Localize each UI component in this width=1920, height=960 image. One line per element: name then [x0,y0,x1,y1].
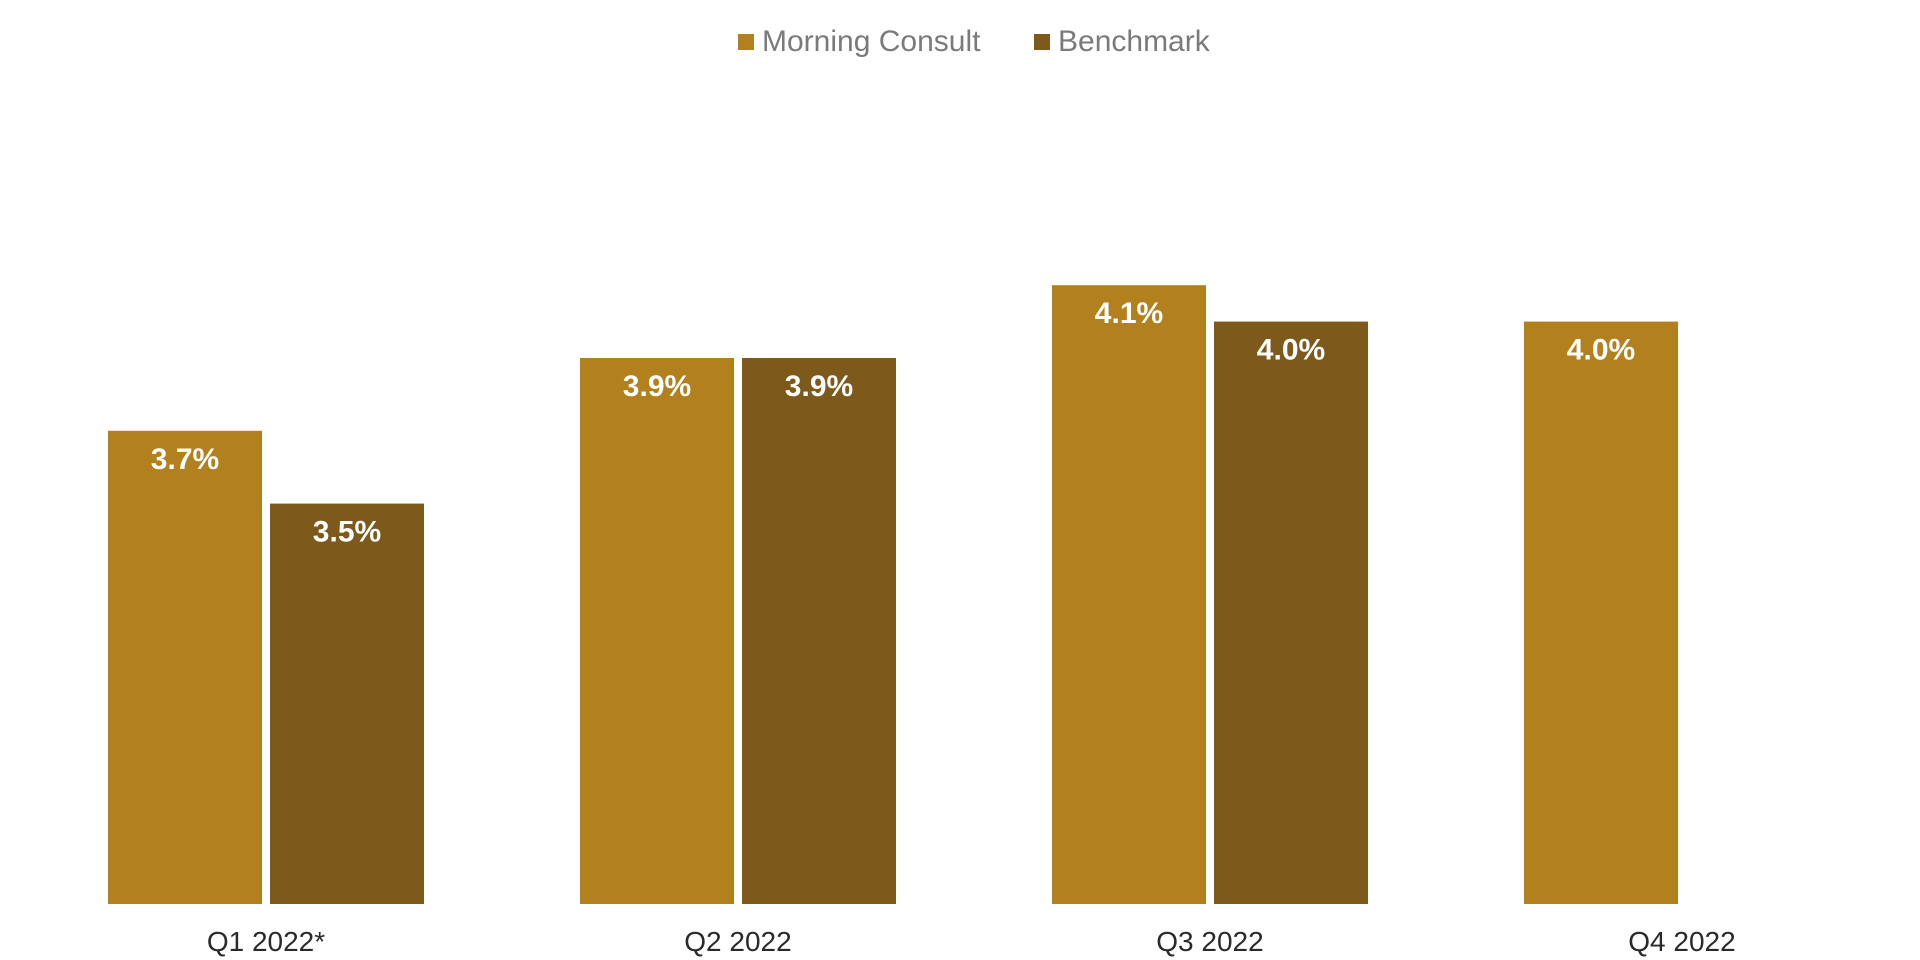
data-label: 3.7% [151,443,219,476]
data-label: 3.9% [623,370,691,403]
bar [1052,285,1206,904]
bar-group: 4.1% 4.0% [1052,285,1368,905]
x-tick-label: Q2 2022 [684,926,791,957]
x-tick-label: Q1 2022* [207,926,325,957]
bar-group: 3.9% 3.9% [580,358,896,904]
data-label: 4.0% [1257,334,1325,367]
x-axis: Q1 2022* Q2 2022 Q3 2022 Q4 2022 [207,926,1736,957]
legend-swatch [738,34,754,50]
x-tick-label: Q4 2022 [1628,926,1735,957]
bar [108,430,262,904]
bar-groups: 3.7% 3.5% 3.9% 3.9% 4.1% 4.0% 4.0% [108,285,1678,905]
data-label: 4.0% [1567,334,1635,367]
chart-legend: Morning Consult Benchmark [738,25,1211,58]
bar [1214,321,1368,905]
bar [1524,321,1678,905]
x-tick-label: Q3 2022 [1156,926,1263,957]
bar [270,503,424,904]
legend-label: Morning Consult [762,25,981,58]
bar-group: 3.7% 3.5% [108,430,424,904]
legend-swatch [1034,34,1050,50]
data-label: 4.1% [1095,297,1163,330]
data-label: 3.5% [313,516,381,549]
data-label: 3.9% [785,370,853,403]
legend-item: Morning Consult [738,25,981,58]
bar [742,358,896,904]
legend-item: Benchmark [1034,25,1211,58]
bar-group: 4.0% [1524,321,1678,905]
bar [580,358,734,904]
legend-label: Benchmark [1058,25,1211,58]
